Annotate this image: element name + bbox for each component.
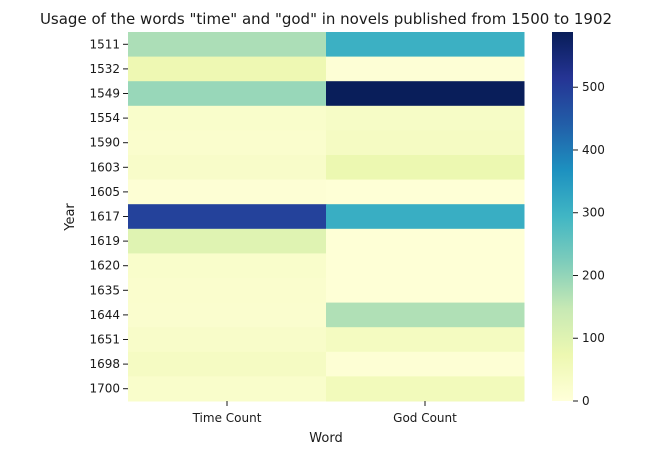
y-axis-ticks: 1511 1532 1549 1554 1590 1603 1605 1617 1619 1620…	[89, 37, 128, 396]
x-tick-label: Time Count	[192, 411, 262, 425]
heatmap-cell	[326, 130, 525, 156]
y-tick-label: 1603	[89, 160, 120, 174]
y-tick-label: 1700	[89, 382, 120, 396]
y-tick-label: 1619	[89, 234, 120, 248]
y-tick-label: 1532	[89, 62, 120, 76]
x-axis-ticks: Time Count God Count	[192, 401, 457, 425]
heatmap-cell	[326, 351, 525, 377]
heatmap-cell	[128, 56, 327, 82]
colorbar-tick-label: 200	[582, 268, 605, 282]
heatmap-cell	[128, 179, 327, 205]
colorbar-tick-label: 100	[582, 331, 605, 345]
y-tick-label: 1620	[89, 259, 120, 273]
heatmap-cell	[326, 81, 525, 107]
heatmap-cell	[326, 253, 525, 279]
heatmap-cell	[128, 302, 327, 328]
heatmap-cell	[128, 204, 327, 230]
colorbar-tick-label: 500	[582, 80, 605, 94]
chart-title: Usage of the words "time" and "god" in n…	[40, 10, 612, 28]
y-tick-label: 1511	[89, 37, 120, 51]
heatmap-cell	[326, 376, 525, 402]
y-tick-label: 1549	[89, 87, 120, 101]
y-tick-label: 1635	[89, 283, 120, 297]
heatmap-cells	[128, 32, 525, 402]
y-tick-label: 1651	[89, 333, 120, 347]
heatmap-cell	[128, 81, 327, 107]
heatmap-cell	[326, 204, 525, 230]
heatmap-cell	[326, 155, 525, 181]
heatmap-cell	[128, 351, 327, 377]
colorbar-tick-label: 0	[582, 394, 590, 408]
colorbar-tick-label: 400	[582, 143, 605, 157]
y-tick-label: 1617	[89, 210, 120, 224]
colorbar-tick-label: 300	[582, 206, 605, 220]
heatmap-cell	[326, 179, 525, 205]
heatmap-cell	[128, 155, 327, 181]
heatmap-cell	[128, 253, 327, 279]
heatmap-cell	[128, 228, 327, 254]
heatmap-cell	[128, 376, 327, 402]
y-tick-label: 1554	[89, 111, 120, 125]
heatmap-cell	[326, 56, 525, 82]
y-axis-label: Year	[63, 203, 78, 232]
heatmap-cell	[326, 278, 525, 304]
colorbar-ticks: 0 100 200 300 400 500	[573, 80, 605, 408]
heatmap-cell	[326, 327, 525, 353]
y-tick-label: 1605	[89, 185, 120, 199]
y-tick-label: 1698	[89, 357, 120, 371]
x-tick-label: God Count	[393, 411, 457, 425]
heatmap-cell	[128, 105, 327, 131]
heatmap-cell	[326, 302, 525, 328]
colorbar	[552, 32, 573, 401]
heatmap-cell	[326, 105, 525, 131]
heatmap-cell	[128, 32, 327, 58]
heatmap-cell	[128, 278, 327, 304]
y-tick-label: 1644	[89, 308, 120, 322]
heatmap-cell	[326, 228, 525, 254]
heatmap-cell	[128, 327, 327, 353]
heatmap-cell	[128, 130, 327, 156]
heatmap-cell	[326, 32, 525, 58]
x-axis-label: Word	[309, 431, 342, 446]
y-tick-label: 1590	[89, 136, 120, 150]
